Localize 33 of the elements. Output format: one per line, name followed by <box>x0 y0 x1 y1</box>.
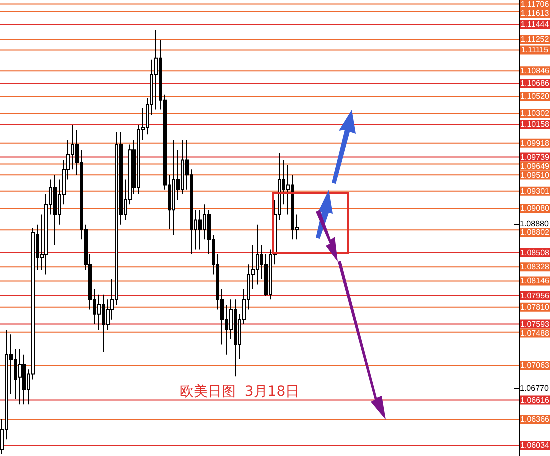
ref-line-label: 1.07593 <box>520 320 550 329</box>
ref-line-label: 1.10520 <box>520 92 550 101</box>
ref-line-label: 1.10158 <box>520 120 550 130</box>
ref-line-label: 1.07956 <box>520 292 550 301</box>
ref-line-label: 1.09649 <box>520 162 550 171</box>
ref-line-label: 1.09301 <box>520 186 550 196</box>
ref-line-label: 1.08802 <box>520 228 550 238</box>
ref-line-label: 1.09739 <box>520 152 550 162</box>
ref-line-label: 1.09510 <box>520 170 550 180</box>
ref-line-label: 1.08146 <box>520 276 550 286</box>
ref-line-label: 1.10686 <box>520 79 550 88</box>
ref-line-label: 1.06616 <box>520 396 550 405</box>
ref-line-label: 1.11115 <box>521 46 550 55</box>
ref-line-label: 1.10302 <box>520 108 550 118</box>
ref-line-label: 1.08328 <box>520 262 550 272</box>
ref-line-label: 1.11613 <box>520 9 550 18</box>
candlestick <box>18 348 22 406</box>
candlestick <box>53 174 57 246</box>
ref-line-label: 1.07810 <box>520 302 550 312</box>
annotation: 欧美日图 3月18日 <box>180 384 300 400</box>
y-tick-label: 1.08880 <box>520 220 550 229</box>
y-tick-label: 1.06770 <box>520 384 550 393</box>
ref-line-label: 1.08508 <box>520 248 550 258</box>
ref-line-label: 1.07488 <box>520 328 550 338</box>
ref-line-label: 1.09918 <box>520 138 550 148</box>
ref-line-label: 1.07063 <box>520 361 550 370</box>
ref-line-label: 1.06366 <box>520 415 550 424</box>
ref-line-label: 1.09080 <box>520 204 550 214</box>
ref-line-label: 1.11444 <box>520 20 550 30</box>
ref-line-label: 1.06034 <box>520 441 550 450</box>
ref-line-label: 1.10846 <box>520 66 550 76</box>
ref-line-label: 1.11252 <box>520 35 550 44</box>
ref-line-label: 1.11706 <box>520 0 550 9</box>
